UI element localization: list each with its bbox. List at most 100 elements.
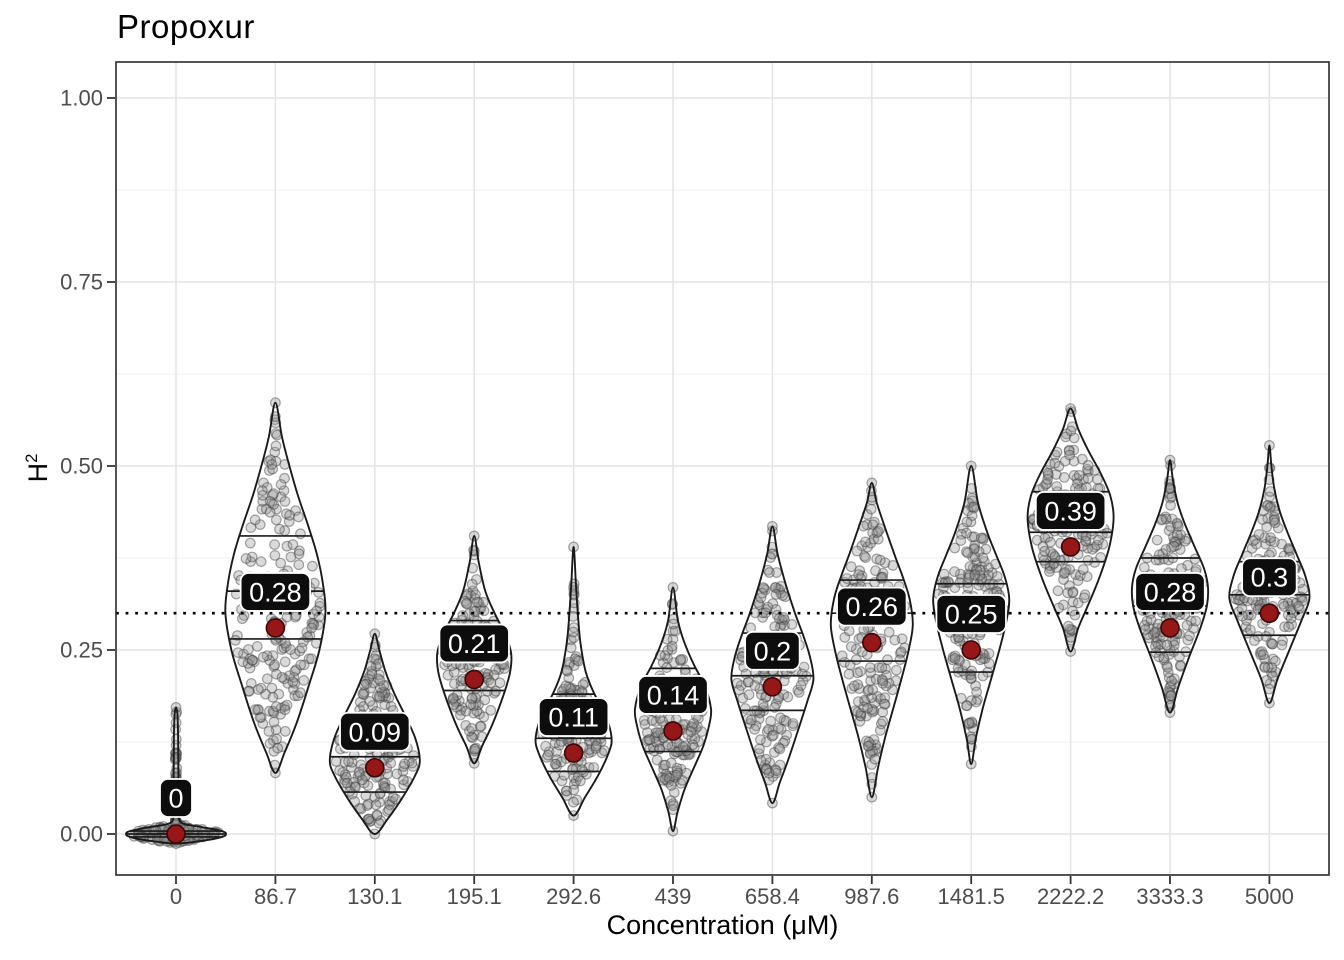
jitter-point: [868, 533, 880, 545]
x-tick-label: 292.6: [546, 884, 601, 909]
jitter-point: [379, 687, 391, 699]
jitter-point: [1050, 469, 1062, 480]
jitter-point: [1255, 649, 1267, 661]
jitter-point: [278, 642, 290, 654]
jitter-point: [1068, 455, 1080, 467]
jitter-point: [590, 740, 602, 752]
jitter-point: [665, 780, 677, 791]
jitter-point: [1272, 522, 1284, 534]
jitter-point: [887, 684, 898, 696]
jitter-point: [879, 698, 891, 710]
jitter-point: [246, 654, 258, 666]
jitter-point: [398, 774, 409, 786]
violin-outline: [328, 632, 421, 835]
jitter-point: [1057, 599, 1069, 611]
jitter-point: [870, 565, 881, 577]
jitter-point: [583, 747, 594, 759]
jitter-point: [264, 738, 276, 749]
jitter-point: [542, 749, 554, 761]
jitter-point: [745, 714, 757, 726]
jitter-point: [854, 715, 866, 727]
jitter-point: [1072, 597, 1084, 609]
y-tick-label: 1.00: [60, 86, 103, 111]
jitter-point: [244, 537, 256, 549]
jitter-point: [1160, 511, 1171, 523]
jitter-point: [363, 813, 375, 825]
jitter-point: [662, 739, 674, 751]
violin-fill: [126, 707, 226, 844]
jitter-point: [374, 788, 386, 800]
jitter-point: [769, 582, 781, 593]
jitter-point: [939, 577, 951, 589]
mean-point: [961, 640, 982, 660]
jitter-point: [1278, 601, 1290, 612]
jitter-point: [374, 691, 385, 702]
jitter-point: [568, 778, 580, 790]
jitter-point: [337, 766, 349, 778]
jitter-point: [268, 661, 280, 672]
jitter-point: [1252, 631, 1264, 642]
jitter-point: [949, 582, 961, 594]
jitter-point: [895, 646, 907, 658]
jitter-point: [969, 540, 981, 551]
jitter-point: [772, 583, 784, 594]
jitter-point: [292, 690, 304, 702]
jitter-point: [558, 769, 570, 781]
jitter-point: [468, 729, 480, 741]
jitter-point: [766, 730, 778, 742]
jitter-point: [306, 653, 317, 665]
jitter-point: [971, 686, 982, 698]
jitter-point: [1161, 639, 1173, 651]
jitter-point: [1168, 541, 1180, 552]
jitter-point: [1277, 598, 1289, 610]
jitter-point: [271, 733, 283, 745]
jitter-point: [1055, 555, 1066, 566]
jitter-point: [843, 668, 855, 680]
jitter-point: [760, 604, 772, 615]
jitter-point: [1248, 635, 1260, 647]
jitter-point: [540, 740, 551, 752]
jitter-point: [966, 510, 978, 522]
x-tick-label: 439: [655, 884, 692, 909]
jitter-point: [307, 560, 318, 572]
jitter-point: [675, 655, 686, 666]
jitter-point: [1261, 500, 1273, 511]
mean-label: 0.21: [438, 623, 510, 664]
jitter-point: [660, 768, 672, 780]
mean-label: 0.28: [239, 572, 312, 612]
x-axis-title: Concentration (μM): [606, 910, 839, 940]
jitter-point: [949, 653, 961, 664]
jitter-point: [243, 685, 255, 697]
jitter-point: [339, 769, 351, 781]
jitter-point: [760, 584, 771, 596]
jitter-point: [974, 569, 986, 581]
jitter-point: [872, 691, 883, 702]
jitter-point: [667, 798, 679, 809]
jitter-point: [852, 696, 864, 707]
jitter-point: [275, 702, 287, 714]
jitter-point: [1168, 639, 1180, 651]
jitter-point: [767, 725, 779, 736]
jitter-point: [671, 769, 682, 781]
jitter-point: [1139, 619, 1150, 631]
jitter-point: [448, 693, 459, 705]
jitter-point: [770, 765, 782, 777]
jitter-point: [657, 716, 668, 727]
jitter-point: [270, 440, 282, 452]
jitter-point: [683, 749, 694, 761]
jitter-point: [1269, 655, 1281, 667]
jitter-point: [969, 568, 981, 580]
jitter-point: [967, 551, 978, 563]
jitter-point: [242, 644, 254, 655]
mean-point: [762, 676, 783, 697]
jitter-point: [1165, 499, 1176, 511]
jitter-point: [1283, 621, 1294, 633]
jitter-point: [379, 782, 391, 794]
jitter-point: [466, 692, 478, 704]
jitter-point: [1167, 531, 1179, 543]
jitter-point: [659, 650, 671, 661]
jitter-point: [295, 687, 306, 699]
jitter-point: [1260, 538, 1271, 550]
violin-fill: [535, 547, 612, 816]
jitter-point: [874, 554, 886, 566]
